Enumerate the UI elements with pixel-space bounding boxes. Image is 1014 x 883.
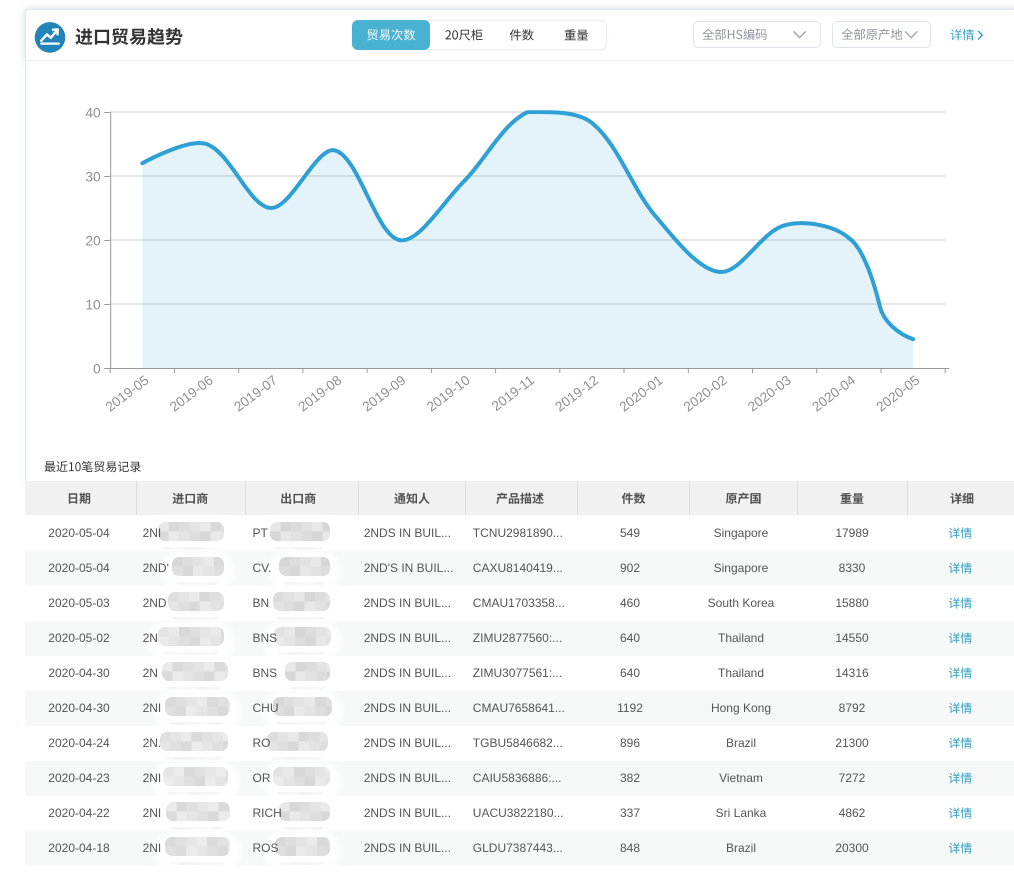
svg-text:2019-05: 2019-05 bbox=[103, 373, 152, 415]
svg-text:2020-01: 2020-01 bbox=[617, 373, 666, 415]
svg-text:40: 40 bbox=[85, 106, 101, 121]
svg-text:2019-07: 2019-07 bbox=[231, 373, 280, 415]
svg-text:30: 30 bbox=[85, 170, 101, 185]
svg-text:10: 10 bbox=[85, 298, 101, 313]
svg-text:2019-11: 2019-11 bbox=[489, 373, 537, 414]
svg-text:0: 0 bbox=[93, 362, 101, 377]
svg-text:2019-09: 2019-09 bbox=[360, 373, 409, 415]
svg-text:2019-10: 2019-10 bbox=[424, 372, 473, 414]
svg-text:2020-05: 2020-05 bbox=[874, 373, 923, 415]
svg-text:20: 20 bbox=[85, 234, 101, 249]
svg-text:2020-04: 2020-04 bbox=[809, 372, 858, 414]
svg-text:2019-06: 2019-06 bbox=[167, 373, 216, 415]
svg-text:2020-03: 2020-03 bbox=[745, 373, 794, 415]
svg-text:2019-12: 2019-12 bbox=[552, 373, 601, 415]
svg-text:2020-02: 2020-02 bbox=[681, 373, 730, 415]
svg-text:2019-08: 2019-08 bbox=[295, 373, 344, 415]
